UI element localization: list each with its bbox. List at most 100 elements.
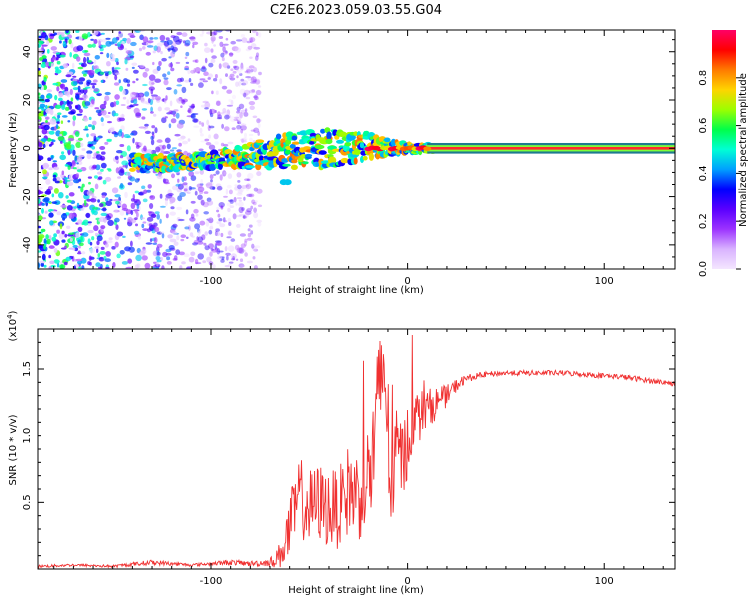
spectrogram-noise-cell [142,221,147,224]
spectrogram-noise-cell [61,115,68,118]
spectrogram-noise-cell [184,56,188,59]
spectrogram-noise-cell [69,88,73,96]
spectrogram-noise-cell [42,84,48,90]
spectrogram-noise-cell [210,48,214,53]
spectrogram-noise-cell [109,198,113,202]
spectrogram-noise-cell [41,208,44,214]
spectrogram-noise-cell [69,52,72,58]
spectrogram-noise-cell [220,259,225,263]
spectrogram-noise-cell [165,248,172,253]
spectrogram-noise-cell [182,182,188,186]
spectrogram-noise-cell [204,57,208,64]
spectrogram-noise-cell [167,234,173,239]
spectrogram-noise-cell [248,133,254,137]
spectrogram-noise-cell [96,240,100,246]
spectrogram-noise-cell [49,260,55,265]
spectrogram-noise-cell [88,69,95,76]
spectrogram-noise-cell [38,113,44,117]
spectrogram-noise-cell [236,106,241,112]
spectrogram-noise-cell [40,94,45,100]
spectrogram-noise-cell [226,65,231,69]
spectrogram-noise-cell [245,186,249,192]
spectrogram-noise-cell [95,109,102,114]
spectrogram-noise-cell [247,173,254,179]
spectrogram-noise-cell [83,52,91,57]
spectrogram-noise-cell [221,85,228,90]
spectrogram-noise-cell [40,138,47,142]
spectrogram-noise-cell [53,233,57,238]
spectrogram-noise-cell [251,30,257,34]
spectrogram-noise-cell [72,248,76,251]
x-tick-label: -100 [200,276,223,287]
spectrogram-noise-cell [187,68,191,75]
spectrogram-noise-cell [50,155,54,160]
spectrogram-noise-cell [98,266,102,269]
spectrogram-noise-cell [192,41,199,45]
spectrogram-noise-cell [103,71,110,74]
spectrogram-noise-cell [229,205,235,209]
spectrogram-noise-cell [75,156,83,162]
spectrogram-noise-cell [89,34,93,37]
spectrogram-noise-cell [144,262,151,269]
spectrogram-signal-cell [209,163,217,171]
spectrogram-noise-cell [175,112,180,119]
spectrogram-noise-cell [145,51,151,56]
spectrogram-noise-cell [210,248,214,251]
spectrogram-noise-cell [254,96,259,100]
spectrogram-noise-cell [66,181,74,187]
spectrogram-marks [38,30,675,269]
spectrogram-noise-cell [229,52,234,57]
spectrogram-noise-cell [113,113,119,117]
spectrogram-noise-cell [169,211,176,216]
spectrogram-noise-cell [66,71,74,75]
spectrogram-noise-cell [61,104,66,110]
spectrogram-noise-cell [178,142,182,147]
spectrogram-noise-cell [257,222,262,227]
spectrogram-noise-cell [54,104,62,110]
spectrogram-noise-cell [238,70,242,75]
spectrogram-signal-cell [224,149,233,155]
spectrogram-noise-cell [223,195,228,198]
spectrogram-noise-cell [209,186,216,190]
spectrogram-noise-cell [214,249,219,252]
spectrogram-noise-cell [116,253,121,259]
spectrogram-noise-cell [226,236,232,239]
spectrogram-noise-cell [54,94,58,101]
spectrogram-noise-cell [105,197,109,202]
spectrogram-noise-cell [62,41,67,48]
spectrogram-noise-cell [90,133,96,137]
x-tick-label: 0 [404,276,410,287]
spectrogram-noise-cell [100,80,104,83]
spectrogram-noise-cell [106,139,112,143]
spectrogram-noise-cell [115,167,120,174]
spectrogram-noise-cell [189,232,194,237]
spectrogram-noise-cell [144,130,151,134]
spectrogram-noise-cell [128,105,135,108]
spectrogram-noise-cell [243,92,247,98]
spectrogram-noise-cell [223,217,226,223]
spectrogram-noise-cell [243,196,246,201]
spectrogram-signal-cell [291,135,298,141]
spectrogram-noise-cell [123,217,127,220]
spectrogram-noise-cell [141,100,148,104]
spectrogram-noise-cell [114,94,120,100]
spectrogram-noise-cell [87,59,92,63]
spectrogram-noise-cell [125,50,132,54]
spectrogram-noise-cell [100,44,107,48]
spectrogram-noise-cell [172,35,180,42]
spectrogram-noise-cell [127,216,133,223]
spectrogram-noise-cell [224,246,228,252]
spectrogram-noise-cell [43,238,47,244]
spectrogram-noise-cell [179,192,186,197]
spectrogram-noise-cell [168,110,173,115]
spectrogram-noise-cell [245,184,250,187]
spectrogram-noise-cell [72,75,77,78]
spectrogram-noise-cell [98,219,102,222]
spectrogram-noise-cell [188,171,195,177]
spectrogram-noise-cell [178,251,185,256]
spectrogram-noise-cell [105,176,112,182]
spectrogram-noise-cell [206,218,212,221]
spectrogram-frame [37,29,676,270]
spectrogram-noise-cell [234,184,238,187]
spectrogram-noise-cell [146,216,154,222]
